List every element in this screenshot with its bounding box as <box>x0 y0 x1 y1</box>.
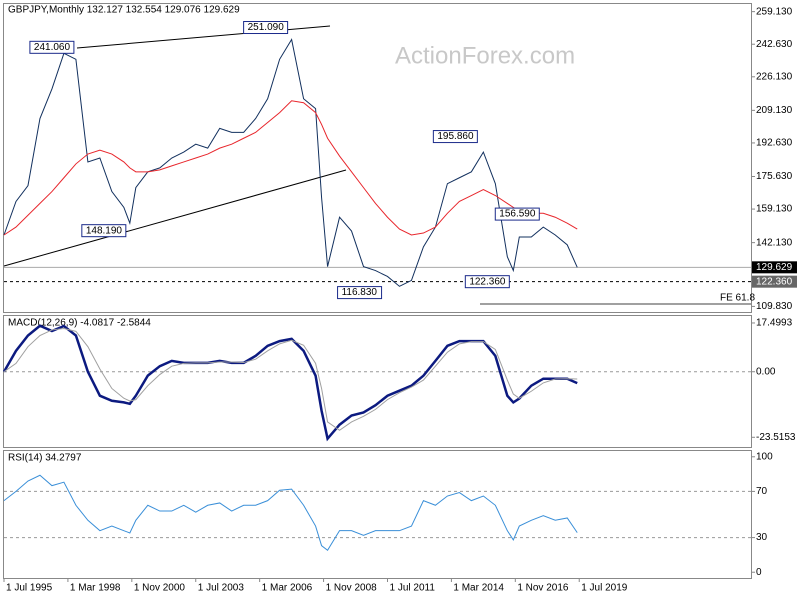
annotation-box <box>81 224 127 238</box>
x-tick-label: 1 Nov 2016 <box>517 583 569 594</box>
y-tick-label: 209.130 <box>756 105 793 116</box>
annotation-box <box>494 207 540 221</box>
y-tick-label: 30 <box>756 532 768 543</box>
y-tick-label: 100 <box>756 451 773 462</box>
series-line <box>3 474 578 552</box>
annotation-label: 241.060 <box>34 42 71 53</box>
series-line <box>2 324 578 442</box>
y-tick-label: 142.130 <box>756 237 793 248</box>
y-tick-label: 175.630 <box>756 171 793 182</box>
price-box-label: 129.629 <box>756 262 793 273</box>
price-box <box>752 261 797 274</box>
series-line <box>3 100 578 236</box>
chart-title: GBPJPY,Monthly 132.127 132.554 129.076 1… <box>8 5 240 16</box>
rsi-panel <box>3 450 752 579</box>
price-box <box>752 275 797 288</box>
annotation-box <box>432 130 478 144</box>
x-tick-label: 1 Mar 2014 <box>453 583 504 594</box>
macd-panel <box>3 315 752 448</box>
x-tick-label: 1 Nov 2008 <box>326 583 378 594</box>
watermark: ActionForex.com <box>395 42 575 69</box>
y-tick-label: 192.630 <box>756 138 793 149</box>
x-tick-label: 1 Nov 2000 <box>134 583 186 594</box>
annotation-label: 195.860 <box>437 131 474 142</box>
y-tick-label: 109.830 <box>756 301 793 312</box>
y-tick-label: 0.00 <box>756 366 776 377</box>
annotation-label: 122.360 <box>469 276 506 287</box>
x-tick-label: 1 Jul 2019 <box>581 583 628 594</box>
rsi-title: RSI(14) 34.2797 <box>8 453 82 464</box>
macd-title: MACD(12,26,9) -4.0817 -2.5844 <box>8 318 151 329</box>
annotation-box <box>29 40 75 54</box>
x-tick-label: 1 Jul 1995 <box>6 583 53 594</box>
x-tick-label: 1 Jul 2003 <box>198 583 245 594</box>
annotation-label: 148.190 <box>86 225 123 236</box>
y-tick-label: -23.5153 <box>756 432 796 443</box>
series-line <box>3 328 578 431</box>
y-tick-label: 159.130 <box>756 204 793 215</box>
x-tick-label: 1 Mar 1998 <box>70 583 121 594</box>
annotation-label: 251.090 <box>248 22 285 33</box>
series-line <box>3 38 578 287</box>
annotation-box <box>243 21 289 35</box>
x-tick-label: 1 Mar 2006 <box>262 583 313 594</box>
annotation-label: 116.830 <box>342 287 378 298</box>
fe-label: FE 61.8 <box>720 293 755 304</box>
y-tick-label: 0 <box>756 567 762 578</box>
x-tick-label: 1 Jul 2011 <box>389 583 435 594</box>
price-panel <box>3 3 752 313</box>
trendline <box>3 169 347 267</box>
annotation-box <box>464 275 510 289</box>
annotation-label: 156.590 <box>499 209 536 220</box>
y-tick-label: 70 <box>756 486 768 497</box>
annotation-box <box>337 286 383 300</box>
price-box-label: 122.360 <box>756 276 793 287</box>
y-tick-label: 17.4993 <box>756 318 793 329</box>
y-tick-label: 259.130 <box>756 6 793 17</box>
y-tick-label: 242.630 <box>756 39 793 50</box>
y-tick-label: 226.130 <box>756 71 793 82</box>
